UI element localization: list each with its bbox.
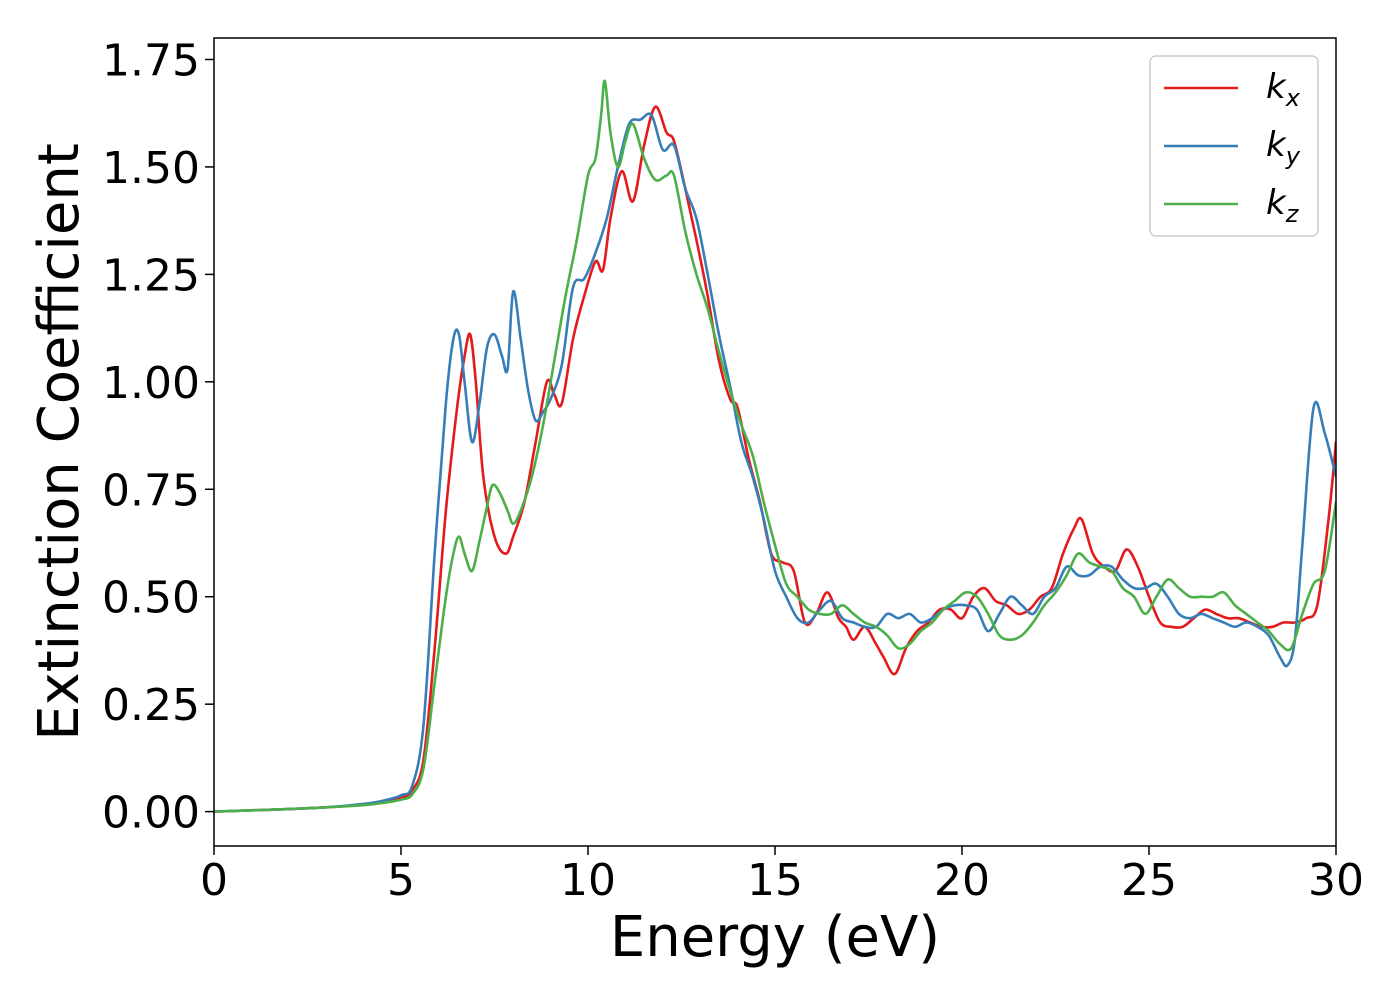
series-lines [214,79,1336,813]
x-tick-label: 10 [560,855,616,906]
y-tick-label: 0.75 [102,465,200,516]
x-tick-label: 25 [1121,855,1177,906]
y-tick-label: 0.25 [102,680,200,731]
legend-label-y: ky [1266,125,1301,170]
x-axis-title: Energy (eV) [610,905,940,970]
x-tick-label: 15 [747,855,803,906]
series-line-z [214,79,1336,813]
y-tick-label: 1.50 [102,143,200,194]
legend-label-x: kx [1266,67,1301,112]
legend: kx ky kz [1149,55,1319,237]
series-line-y [214,112,1336,813]
y-tick-label: 0.00 [102,788,200,839]
x-tick-label: 0 [200,855,228,906]
x-axis: 0 5 10 15 20 25 30 [200,846,1364,906]
y-axis-title: Extinction Coefficient [27,143,92,741]
legend-label-z: kz [1266,183,1300,228]
y-tick-label: 0.50 [102,573,200,624]
y-tick-label: 1.00 [102,358,200,409]
y-axis: 0.00 0.25 0.50 0.75 1.00 1.25 1.50 1.75 [102,35,214,839]
x-tick-label: 5 [387,855,415,906]
x-tick-label: 20 [934,855,990,906]
x-tick-label: 30 [1308,855,1364,906]
y-tick-label: 1.25 [102,250,200,301]
y-tick-label: 1.75 [102,35,200,86]
